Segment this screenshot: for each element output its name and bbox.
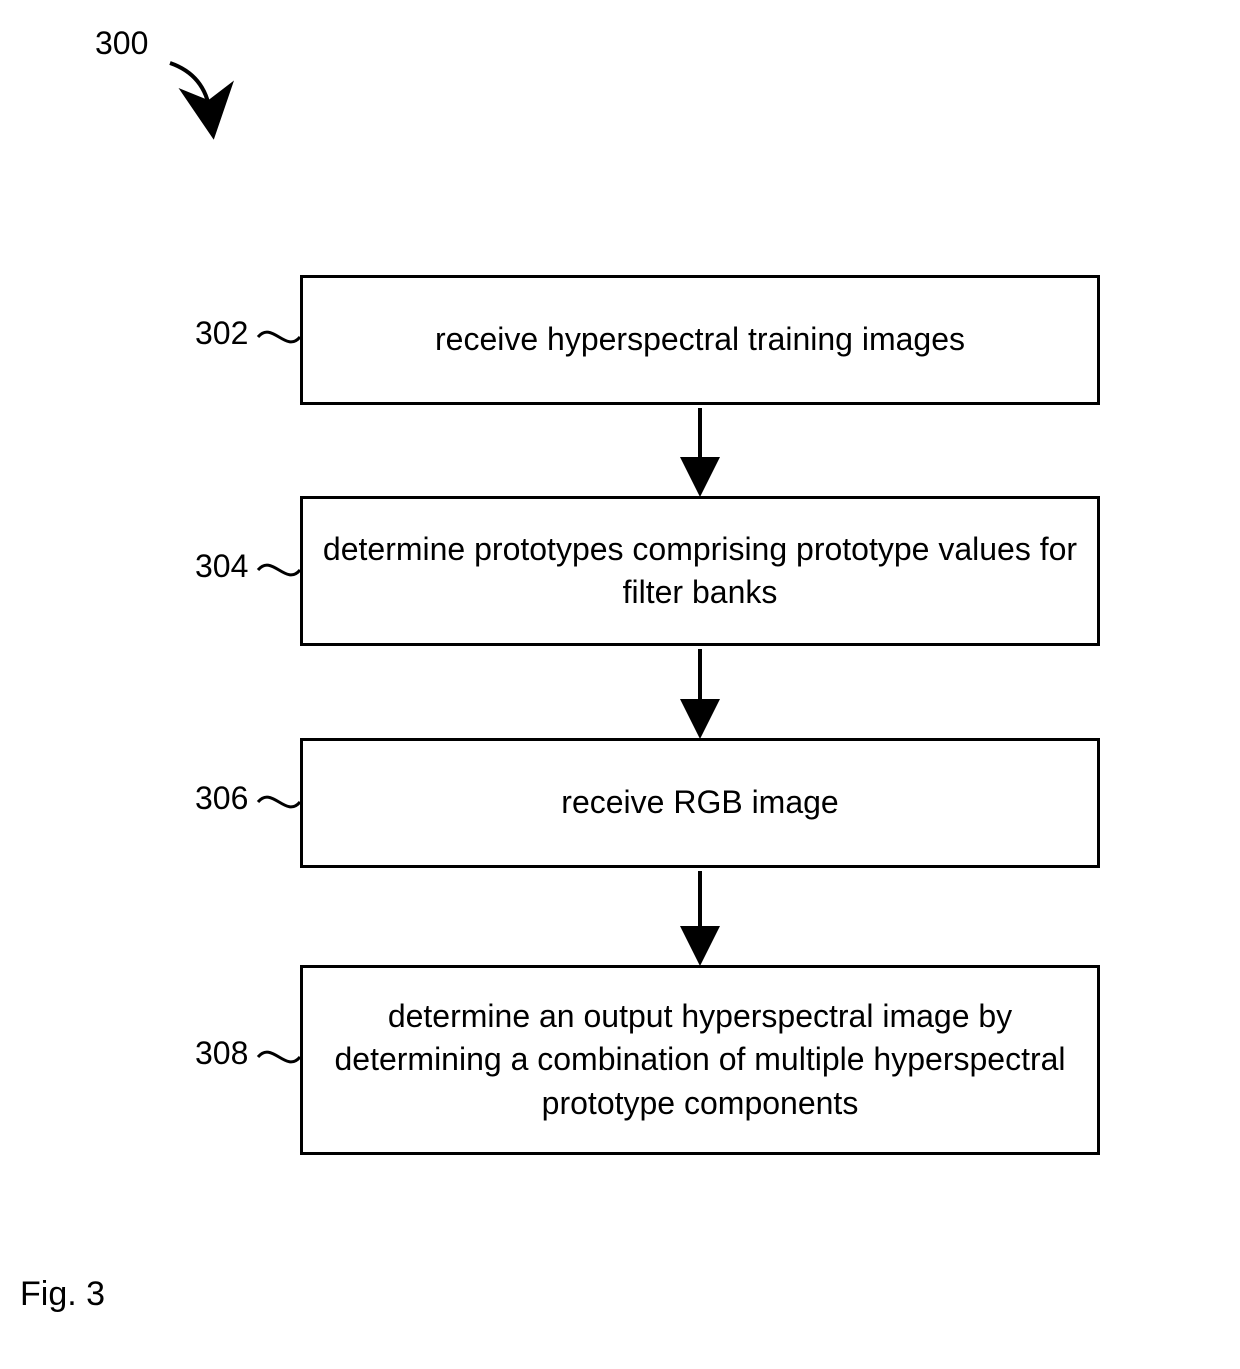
step-box-306: receive RGB image — [300, 738, 1100, 868]
step-label-304: 304 — [195, 548, 248, 585]
step-box-304: determine prototypes comprising prototyp… — [300, 496, 1100, 646]
step-text-302: receive hyperspectral training images — [435, 318, 965, 361]
ref-pointer-arrow — [170, 63, 210, 112]
step-text-304: determine prototypes comprising prototyp… — [321, 528, 1079, 614]
tilde-308 — [258, 1052, 300, 1062]
step-text-308: determine an output hyperspectral image … — [321, 995, 1079, 1125]
step-box-302: receive hyperspectral training images — [300, 275, 1100, 405]
connector-overlay — [0, 0, 1240, 1369]
tilde-302 — [258, 332, 300, 342]
tilde-304 — [258, 565, 300, 575]
step-label-302: 302 — [195, 315, 248, 352]
step-box-308: determine an output hyperspectral image … — [300, 965, 1100, 1155]
figure-ref-number: 300 — [95, 25, 148, 62]
step-label-308: 308 — [195, 1035, 248, 1072]
step-text-306: receive RGB image — [561, 781, 838, 824]
tilde-306 — [258, 797, 300, 807]
flowchart-canvas: 300 302 304 306 308 receive hyperspectra… — [0, 0, 1240, 1369]
figure-caption: Fig. 3 — [20, 1275, 105, 1314]
step-label-306: 306 — [195, 780, 248, 817]
